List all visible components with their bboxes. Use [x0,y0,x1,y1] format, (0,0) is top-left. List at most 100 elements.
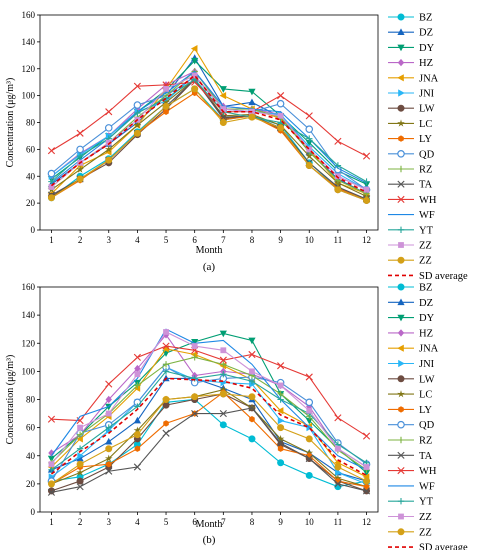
legend-entry: ZZ [388,241,432,252]
legend-label: DY [419,313,435,324]
series-wf [51,328,367,471]
x-tick-label: 8 [250,517,255,527]
legend-label: JNI [419,359,435,370]
data-point [276,99,285,108]
data-point [191,409,199,418]
data-point [76,145,84,154]
data-point [47,480,55,488]
data-point [334,162,342,169]
data-point [219,330,227,338]
data-point [105,460,112,468]
data-point [105,410,112,417]
legend-marker [397,528,405,536]
legend-entry: BZ [388,13,432,24]
data-point [362,152,371,160]
legend-entry: DZ [388,298,433,309]
legend-marker [397,104,405,112]
x-tick-label: 4 [135,235,140,245]
data-point [105,437,113,445]
legend-entry: RZ [388,436,432,447]
data-point [248,435,256,443]
panel-label: (a) [203,261,216,273]
series-lc [47,385,371,490]
data-point [363,186,370,193]
series-wh [47,342,371,440]
series-line [51,407,367,493]
data-point [220,106,227,112]
data-point [248,337,256,345]
data-point [162,342,170,350]
data-point [133,129,141,137]
data-point [305,373,313,381]
legend-entry: LW [388,104,435,115]
data-point [76,431,84,438]
data-point [47,415,56,423]
data-point [362,487,371,495]
series-yt [48,368,370,474]
data-point [219,86,227,93]
legend-marker [397,119,405,127]
data-point [76,460,84,468]
data-point [220,347,227,354]
y-tick-label: 100 [22,366,36,376]
data-point [162,95,170,102]
data-point [133,431,141,439]
data-point [277,396,284,403]
data-point [76,477,84,485]
legend-label: DY [419,43,435,54]
data-point [305,398,314,407]
data-point [305,139,313,147]
data-point [363,196,371,204]
x-tick-label: 12 [362,235,371,245]
legend-marker [397,420,405,429]
data-point [277,382,284,389]
legend-marker [397,13,405,21]
data-point [105,445,113,453]
y-tick-label: 60 [26,144,36,154]
legend-marker [397,150,405,158]
legend-marker [398,242,404,248]
data-point [162,395,170,403]
legend-entry: QD [388,420,435,431]
y-tick-label: 100 [22,91,36,101]
legend-label: TA [419,180,433,191]
legend-marker [397,375,405,383]
data-point [191,72,198,79]
x-tick-label: 8 [250,235,255,245]
series-line [51,78,367,183]
y-tick-label: 20 [26,479,36,489]
series-line [51,74,367,191]
legend-label: SD average [419,271,468,282]
legend-entry: WH [388,466,437,477]
y-tick-label: 80 [26,118,36,128]
data-point [76,435,83,443]
data-point [248,393,256,401]
series-sd-average [50,74,367,194]
series-rz [48,68,370,197]
series-line [51,370,367,471]
data-point [305,454,313,463]
data-point [305,125,314,134]
legend-entry: YT [388,225,434,236]
legend-entry: ZZ [388,512,432,523]
series-line [51,377,367,482]
data-point [306,146,313,153]
legend-label: ZZ [419,241,432,252]
data-point [191,393,199,401]
data-point [76,129,84,137]
data-point [335,469,342,477]
data-point [105,467,113,475]
y-tick-label: 160 [22,282,36,292]
series-zz [47,390,371,488]
legend-marker [397,344,404,352]
data-point [305,112,313,120]
x-tick-label: 9 [278,235,283,245]
data-point [277,362,285,370]
legend-label: RZ [419,436,432,447]
legend-label: SD average [419,543,468,550]
legend-entry: TA [388,180,433,191]
data-point [248,350,256,359]
data-point [306,407,313,414]
x-tick-label: 12 [362,517,371,527]
